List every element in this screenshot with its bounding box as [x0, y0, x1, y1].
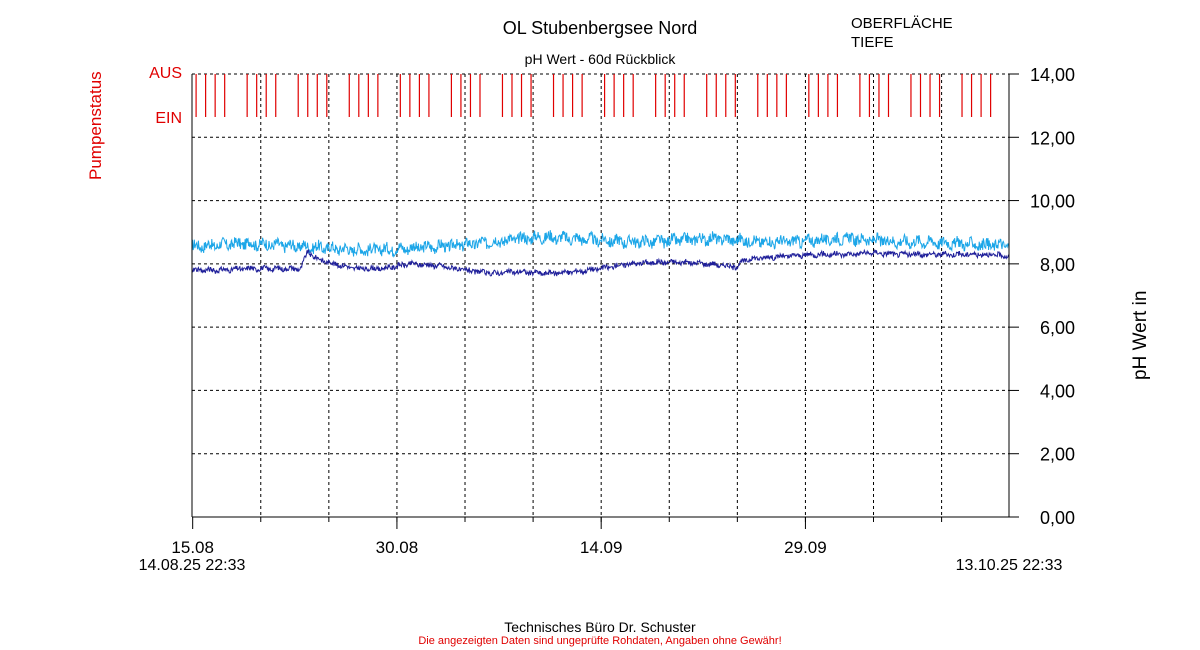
pump-status-bars [195, 74, 992, 117]
legend-depth: TIEFE [851, 34, 894, 51]
x-tick-label: 14.09 [580, 538, 623, 557]
y-tick-label: 14,00 [1030, 65, 1075, 85]
grid [192, 73, 1009, 517]
y-tick-label: 4,00 [1040, 381, 1075, 401]
chart-title: OL Stubenbergsee Nord [502, 18, 698, 38]
y-tick-label: 12,00 [1030, 128, 1075, 148]
y-tick-label: 2,00 [1040, 445, 1075, 465]
pump-on-label: EIN [155, 110, 182, 127]
y-tick-label: 10,00 [1030, 192, 1075, 212]
footer-disclaimer: Die angezeigten Daten sind ungeprüfte Ro… [418, 635, 782, 647]
x-tick-label: 30.08 [376, 538, 419, 557]
series-lines [191, 230, 1010, 277]
y-tick-label: 8,00 [1040, 255, 1075, 275]
pump-off-label: AUS [149, 65, 182, 82]
x-tick-label: 15.08 [171, 538, 214, 557]
legend-surface: OBERFLÄCHE [851, 15, 953, 32]
y-tick-label: 0,00 [1040, 508, 1075, 528]
chart-subtitle: pH Wert - 60d Rückblick [524, 51, 676, 67]
footer-company: Technisches Büro Dr. Schuster [504, 619, 696, 635]
x-start-label: 14.08.25 22:33 [139, 557, 246, 574]
x-tick-label: 29.09 [784, 538, 827, 557]
y-tick-label: 6,00 [1040, 318, 1075, 338]
series-line-surface [191, 230, 1010, 258]
axes: 0,00 2,00 4,00 6,00 8,00 10,00 12,00 14,00 15.08… [139, 65, 1075, 574]
x-end-label: 13.10.25 22:33 [956, 557, 1063, 574]
series-line-depth [191, 248, 1010, 277]
